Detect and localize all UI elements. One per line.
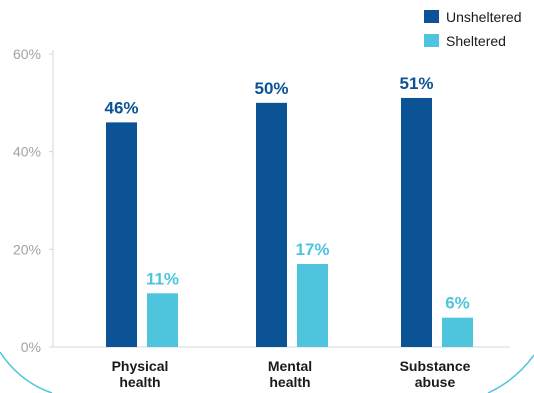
bar-sheltered-2	[442, 317, 473, 347]
bar-unsheltered-1	[256, 102, 287, 347]
x-tick-label: Mental	[268, 358, 312, 374]
frame-arcs	[0, 351, 534, 393]
x-tick-label: Physical	[112, 358, 169, 374]
x-tick-label: Substance	[400, 358, 471, 374]
x-tick-label: health	[269, 374, 310, 390]
y-tick-label: 20%	[13, 241, 41, 257]
data-label: 51%	[399, 74, 433, 93]
legend-label: Sheltered	[446, 33, 506, 49]
axes: 0%20%40%60%PhysicalhealthMentalhealthSub…	[13, 46, 510, 390]
x-tick-label: health	[119, 374, 160, 390]
bars: 46% 50% 51% 11% 17% 6%	[104, 74, 473, 347]
legend: Unsheltered Sheltered	[424, 9, 522, 49]
legend-swatch	[424, 34, 439, 47]
legend-label: Unsheltered	[446, 9, 522, 25]
y-tick-label: 60%	[13, 46, 41, 62]
data-label: 6%	[445, 294, 470, 313]
bar-sheltered-0	[147, 293, 178, 347]
x-tick-label: abuse	[415, 374, 456, 390]
bar-unsheltered-2	[401, 97, 432, 347]
legend-swatch	[424, 10, 439, 23]
data-label: 17%	[295, 240, 329, 259]
bar-sheltered-1	[297, 263, 328, 347]
y-tick-label: 40%	[13, 144, 41, 160]
frame-arc-right	[487, 354, 534, 393]
data-label: 50%	[254, 79, 288, 98]
y-tick-label: 0%	[21, 339, 41, 355]
data-label: 46%	[104, 98, 138, 117]
bar-unsheltered-0	[106, 122, 137, 347]
data-label: 11%	[146, 269, 179, 288]
frame-arc-left	[0, 351, 53, 393]
